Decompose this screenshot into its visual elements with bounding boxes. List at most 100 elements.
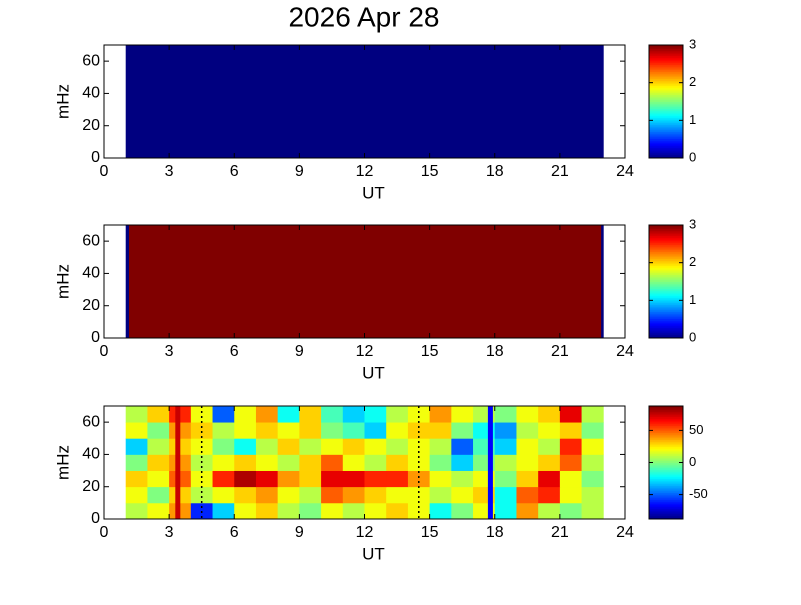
colorbar-swatch: [649, 105, 683, 108]
heatmap-cell: [494, 454, 517, 471]
colorbar-swatch: [649, 240, 683, 244]
colorbar-swatch: [649, 323, 683, 327]
heatmap-cell: [581, 502, 604, 520]
heatmap-cell: [147, 486, 170, 504]
colorbar-swatch: [649, 143, 683, 147]
heatmap-cell: [559, 406, 582, 423]
colorbar-swatch: [649, 444, 683, 448]
colorbar-swatch: [649, 96, 683, 99]
colorbar-swatch: [649, 150, 683, 154]
x-tick-label: 9: [295, 524, 304, 541]
heatmap-cell: [538, 486, 561, 504]
colorbar-swatch: [649, 76, 683, 80]
y-tick-label: 0: [91, 510, 100, 527]
colorbar-swatch: [649, 45, 683, 48]
colorbar-tick-label: 50: [689, 422, 703, 437]
colorbar-swatch: [649, 62, 683, 65]
colorbar-swatch: [649, 122, 683, 125]
x-axis-label: UT: [362, 183, 385, 202]
colorbar-swatch: [649, 126, 683, 129]
colorbar-swatch: [649, 288, 683, 291]
colorbar-swatch: [649, 299, 683, 302]
heatmap-cell: [147, 502, 170, 520]
colorbar-swatch: [649, 306, 683, 309]
colorbar-swatch: [649, 428, 683, 432]
heatmap-cell: [342, 406, 365, 423]
colorbar-swatch: [649, 117, 683, 120]
colorbar-swatch: [649, 451, 683, 455]
x-tick-label: 18: [486, 163, 504, 180]
y-tick-label: 20: [82, 478, 100, 495]
heatmap-cell: [255, 470, 279, 488]
colorbar-swatch: [649, 309, 683, 313]
heatmap-cell: [494, 502, 517, 520]
colorbar-swatch: [649, 467, 683, 471]
colorbar-swatch: [649, 115, 683, 118]
heatmap-cell: [581, 422, 604, 439]
colorbar-swatch: [649, 232, 683, 235]
colorbar-tick-label: -50: [689, 486, 708, 501]
heatmap-cell: [407, 486, 431, 504]
colorbar-swatch: [649, 455, 683, 458]
heatmap-cell: [234, 454, 257, 471]
colorbar-swatch: [649, 135, 683, 138]
colorbar-tick-label: 0: [689, 454, 696, 469]
x-tick-label: 9: [295, 343, 304, 360]
heatmap-cell: [364, 486, 387, 504]
colorbar-swatch: [649, 466, 683, 469]
colorbar-swatch: [649, 485, 683, 488]
colorbar-swatch: [649, 53, 683, 57]
heatmap-cell: [538, 454, 561, 471]
heatmap-cell: [212, 438, 235, 455]
heatmap-cell: [364, 422, 387, 439]
x-tick-label: 15: [421, 163, 439, 180]
heatmap-cell: [451, 406, 474, 423]
heatmap-cell: [581, 486, 604, 504]
colorbar-tick-label: 3: [689, 36, 696, 51]
y-tick-label: 20: [82, 297, 100, 314]
colorbar-swatch: [649, 332, 683, 335]
x-tick-label: 3: [165, 343, 174, 360]
heatmap-cell: [147, 422, 170, 439]
colorbar-tick-label: 3: [689, 216, 696, 231]
figure-title: 2026 Apr 28: [288, 1, 439, 32]
colorbar-swatch: [649, 295, 683, 298]
x-tick-label: 12: [356, 343, 374, 360]
colorbar-swatch: [649, 413, 683, 416]
heatmap-cell: [386, 406, 409, 423]
heatmap-cell: [538, 470, 561, 488]
colorbar-swatch: [649, 480, 683, 483]
heatmap-cell: [581, 406, 604, 423]
heatmap-cell: [342, 470, 365, 488]
colorbar-swatch: [649, 90, 683, 94]
colorbar-swatch: [649, 269, 683, 272]
colorbar-swatch: [649, 517, 683, 520]
heatmap-cell: [386, 438, 409, 455]
heatmap-cell: [212, 422, 235, 439]
y-tick-label: 40: [82, 446, 100, 463]
colorbar-swatch: [649, 274, 683, 277]
colorbar-swatch: [649, 418, 683, 421]
colorbar-tick-label: 0: [689, 329, 696, 344]
colorbar-swatch: [649, 66, 683, 69]
heatmap-cell: [321, 486, 344, 504]
heatmap-cell: [255, 438, 279, 455]
colorbar-swatch: [649, 138, 683, 141]
colorbar-swatch: [649, 281, 683, 284]
colorbar-swatch: [649, 481, 683, 485]
heatmap-cell: [429, 502, 452, 520]
colorbar-swatch: [649, 458, 683, 462]
y-tick-label: 0: [91, 329, 100, 346]
colorbar-swatch: [649, 87, 683, 90]
colorbar-swatch: [649, 300, 683, 304]
heatmap-cell: [321, 470, 344, 488]
colorbar-swatch: [649, 226, 683, 230]
heatmap-cell: [190, 406, 213, 423]
heatmap-cell: [538, 422, 561, 439]
colorbar-swatch: [649, 106, 683, 110]
colorbar-tick-label: 2: [689, 254, 696, 269]
x-tick-label: 12: [356, 524, 374, 541]
colorbar-swatch: [649, 149, 683, 152]
colorbar-swatch: [649, 506, 683, 509]
x-tick-label: 0: [100, 524, 109, 541]
